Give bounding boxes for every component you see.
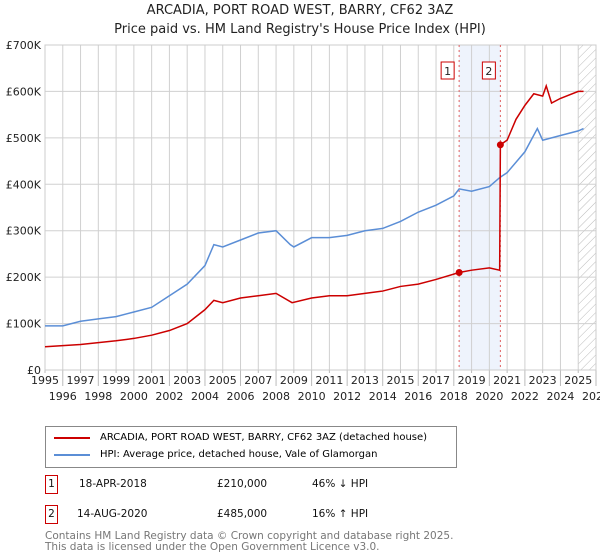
x-tick-label: 2015 <box>386 374 414 387</box>
footer-line: This data is licensed under the Open Gov… <box>45 541 380 553</box>
footer: Contains HM Land Registry data © Crown c… <box>45 531 453 553</box>
table-row: 1 18-APR-2018 £210,000 46% ↓ HPI <box>45 475 445 495</box>
series-line <box>44 83 584 348</box>
x-tick-label: 2003 <box>173 374 201 387</box>
x-tick-label: 2019 <box>458 374 486 387</box>
sale-point <box>496 141 504 149</box>
y-tick-label: £200K <box>6 271 42 284</box>
footer-line: Contains HM Land Registry data © Crown c… <box>45 530 454 542</box>
sale-date: 14-AUG-2020 <box>77 508 148 520</box>
x-tick-label: 2002 <box>155 390 183 403</box>
sale-marker: 2 <box>45 505 58 524</box>
x-tick-label: 2009 <box>280 374 308 387</box>
chart-title: ARCADIA, PORT ROAD WEST, BARRY, CF62 3AZ <box>146 3 454 18</box>
sale-marker: 1 <box>45 475 58 494</box>
series-line <box>45 126 584 327</box>
sale-period-shade <box>459 45 501 370</box>
x-tick-label: 2006 <box>227 390 255 403</box>
sale-label-box <box>440 61 455 80</box>
x-tick-label: 1996 <box>49 390 77 403</box>
plot-border <box>44 44 597 371</box>
x-tick-label: 2020 <box>475 390 503 403</box>
x-tick-label: 2005 <box>209 374 237 387</box>
x-tick-label: 2021 <box>493 374 521 387</box>
x-tick-label: 2013 <box>351 374 379 387</box>
y-tick-label: £400K <box>6 178 42 191</box>
x-tick-label: 1998 <box>84 390 112 403</box>
y-tick-label: £0 <box>27 364 41 377</box>
x-tick-label: 2012 <box>333 390 361 403</box>
sale-label: 1 <box>444 65 451 78</box>
x-tick-label: 2010 <box>298 390 326 403</box>
x-tick-label: 2004 <box>191 390 219 403</box>
x-tick-label: 2017 <box>422 374 450 387</box>
sale-hpi: 46% ↓ HPI <box>312 478 369 490</box>
legend-swatch-blue <box>54 453 90 456</box>
x-tick-label: 2022 <box>511 390 539 403</box>
x-tick-label: 2016 <box>404 390 432 403</box>
x-tick-label: 2024 <box>546 390 574 403</box>
x-tick-label: 2023 <box>529 374 557 387</box>
sale-date: 18-APR-2018 <box>79 478 147 490</box>
sale-price: £485,000 <box>217 508 268 520</box>
y-tick-label: £300K <box>6 225 42 238</box>
legend-swatch-red <box>54 436 90 439</box>
y-tick-label: £100K <box>6 318 42 331</box>
table-row: 2 14-AUG-2020 £485,000 16% ↑ HPI <box>45 505 445 525</box>
chart-subtitle: Price paid vs. HM Land Registry's House … <box>114 22 486 37</box>
x-tick-label: 2008 <box>262 390 290 403</box>
sale-price: £210,000 <box>217 478 268 490</box>
x-tick-label: 2026 <box>582 390 600 403</box>
forecast-hatch <box>578 45 596 370</box>
legend: ARCADIA, PORT ROAD WEST, BARRY, CF62 3AZ… <box>45 426 457 468</box>
sale-point <box>455 269 463 276</box>
x-tick-label: 2001 <box>138 374 166 387</box>
x-tick-label: 2007 <box>244 374 272 387</box>
y-tick-label: £600K <box>6 85 42 98</box>
x-tick-label: 2014 <box>369 390 397 403</box>
legend-label: HPI: Average price, detached house, Vale… <box>100 449 378 460</box>
legend-item-hpi: HPI: Average price, detached house, Vale… <box>54 449 378 460</box>
sale-label: 2 <box>485 65 492 78</box>
x-tick-label: 1995 <box>31 374 59 387</box>
y-tick-label: £500K <box>6 132 42 145</box>
chart-area: 1995 1996 1997 1998 1999 2000 2001 2002 2003 2004… <box>6 39 600 403</box>
legend-item-property: ARCADIA, PORT ROAD WEST, BARRY, CF62 3AZ… <box>54 432 427 443</box>
sale-label-box <box>481 61 496 80</box>
x-tick-label: 1999 <box>102 374 130 387</box>
x-tick-label: 2011 <box>315 374 343 387</box>
x-tick-label: 2018 <box>440 390 468 403</box>
x-tick-label: 2025 <box>564 374 592 387</box>
y-tick-label: £700K <box>6 39 42 52</box>
sale-hpi: 16% ↑ HPI <box>312 508 369 520</box>
x-tick-label: 2000 <box>120 390 148 403</box>
legend-label: ARCADIA, PORT ROAD WEST, BARRY, CF62 3AZ… <box>100 432 428 443</box>
x-tick-label: 1997 <box>67 374 95 387</box>
